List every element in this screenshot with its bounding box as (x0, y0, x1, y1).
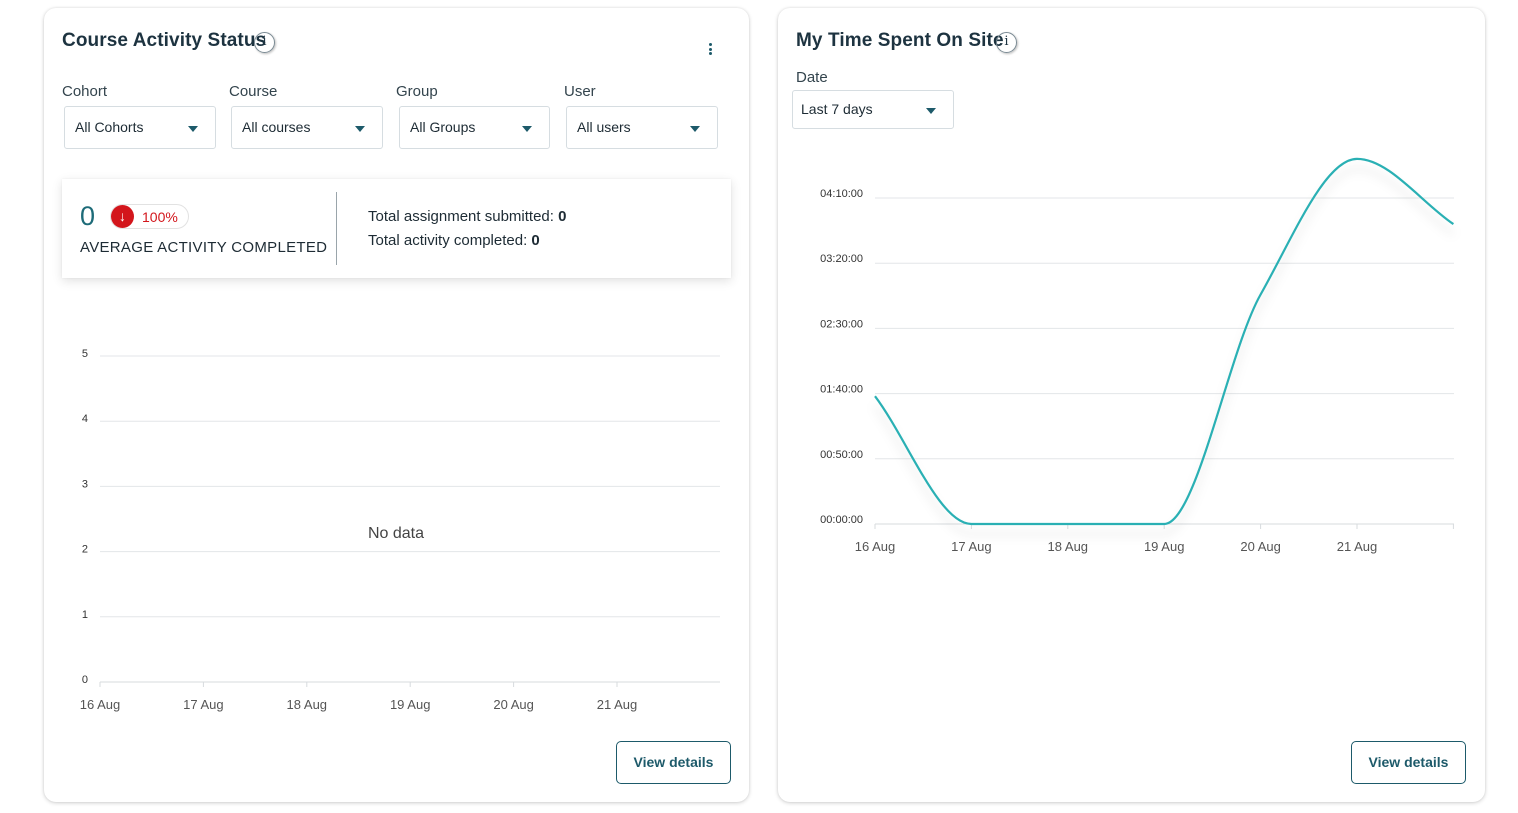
y-tick-label: 01:40:00 (820, 384, 863, 396)
group-label: Group (396, 83, 438, 100)
activity-stats-panel: 0 ↓ 100% AVERAGE ACTIVITY COMPLETED Tota… (62, 179, 731, 278)
view-details-button[interactable]: View details (1351, 741, 1466, 784)
x-tick-label: 19 Aug (390, 697, 431, 712)
x-tick-label: 16 Aug (855, 539, 896, 554)
activity-completed-label: Total activity completed: (368, 232, 528, 249)
cohort-select-value: All Cohorts (75, 119, 144, 135)
x-tick-label: 21 Aug (597, 697, 638, 712)
activity-chart: 0 1 2 3 4 5 16 Aug 17 Aug 18 Aug 19 Aug 20 Aug 21 A… (80, 348, 720, 712)
empty-message: No data (368, 525, 424, 542)
x-tick-label: 20 Aug (493, 697, 533, 712)
kebab-menu-icon[interactable] (704, 42, 716, 58)
average-activity-value: 0 (80, 201, 96, 231)
time-spent-card: My Time Spent On Site i Date Last 7 days… (778, 8, 1485, 802)
course-select-value: All courses (242, 119, 311, 135)
x-tick-label: 20 Aug (1240, 539, 1281, 554)
assignments-submitted-label: Total assignment submitted: (368, 208, 554, 225)
info-icon[interactable]: i (996, 32, 1017, 53)
course-label: Course (229, 83, 278, 100)
card-title: Course Activity Status (62, 30, 267, 51)
info-icon[interactable]: i (254, 32, 275, 53)
x-tick-label: 18 Aug (287, 697, 328, 712)
y-tick-label: 00:00:00 (820, 514, 863, 526)
user-label: User (564, 83, 596, 100)
activity-completed: Total activity completed: 0 (368, 232, 540, 249)
user-select[interactable]: All users (566, 106, 718, 149)
y-tick-label: 2 (82, 544, 88, 556)
group-select-value: All Groups (410, 119, 476, 135)
y-tick-label: 4 (82, 413, 88, 425)
x-tick-label: 21 Aug (1337, 539, 1378, 554)
x-tick-label: 18 Aug (1048, 539, 1089, 554)
average-activity-label: AVERAGE ACTIVITY COMPLETED (80, 239, 328, 256)
y-tick-label: 5 (82, 348, 88, 360)
cohort-select[interactable]: All Cohorts (64, 106, 216, 149)
course-select[interactable]: All courses (231, 106, 383, 149)
y-tick-label: 02:30:00 (820, 318, 863, 330)
user-select-value: All users (577, 119, 631, 135)
y-tick-label: 00:50:00 (820, 449, 863, 461)
chevron-down-icon (522, 126, 532, 132)
assignments-submitted: Total assignment submitted: 0 (368, 208, 566, 225)
x-tick-label: 19 Aug (1144, 539, 1185, 554)
x-tick-label: 17 Aug (951, 539, 992, 554)
view-details-button[interactable]: View details (616, 741, 731, 784)
x-tick-label: 16 Aug (80, 697, 121, 712)
stats-divider (336, 192, 337, 265)
y-tick-label: 04:10:00 (820, 188, 863, 200)
y-tick-label: 1 (82, 609, 88, 621)
assignments-submitted-value: 0 (558, 208, 567, 225)
time-spent-chart: 00:00:00 00:50:00 01:40:00 02:30:00 03:20:00… (820, 157, 1455, 554)
activity-completed-value: 0 (531, 232, 540, 249)
card-title: My Time Spent On Site (796, 30, 1004, 51)
group-select[interactable]: All Groups (399, 106, 550, 149)
y-tick-label: 3 (82, 478, 88, 490)
time-spent-series-line (874, 157, 1455, 526)
chevron-down-icon (926, 108, 936, 114)
date-select[interactable]: Last 7 days (792, 90, 954, 129)
course-activity-card: Course Activity Status i Cohort All Coho… (44, 8, 749, 802)
x-tick-label: 17 Aug (183, 697, 224, 712)
chevron-down-icon (690, 126, 700, 132)
trend-badge: ↓ 100% (110, 204, 189, 229)
cohort-label: Cohort (62, 83, 108, 100)
arrow-down-icon: ↓ (111, 205, 134, 228)
y-tick-label: 03:20:00 (820, 253, 863, 265)
y-tick-label: 0 (82, 674, 88, 686)
date-select-value: Last 7 days (801, 101, 873, 117)
chevron-down-icon (355, 126, 365, 132)
trend-percent: 100% (142, 209, 178, 225)
chevron-down-icon (188, 126, 198, 132)
date-label: Date (796, 69, 828, 86)
